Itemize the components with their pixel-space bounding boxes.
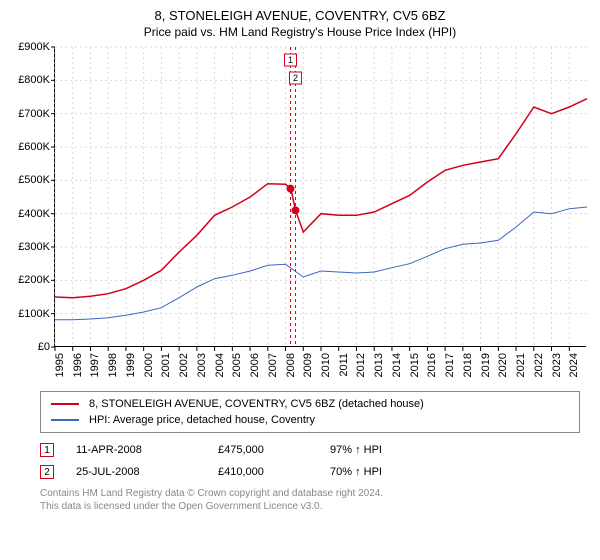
y-tick-label: £400K	[18, 208, 50, 220]
x-tick-label: 2012	[355, 353, 367, 377]
legend-row-hpi: HPI: Average price, detached house, Cove…	[51, 412, 569, 428]
x-tick-label: 1995	[54, 353, 66, 377]
x-tick-label: 2024	[568, 353, 580, 377]
y-tick-label: £500K	[18, 174, 50, 186]
x-tick-label: 2004	[214, 353, 226, 377]
x-tick-label: 2013	[373, 353, 385, 377]
transaction-row: 1 11-APR-2008 £475,000 97% ↑ HPI	[40, 439, 580, 461]
footer-line-2: This data is licensed under the Open Gov…	[40, 500, 580, 513]
chart-subtitle: Price paid vs. HM Land Registry's House …	[10, 25, 590, 39]
x-tick-label: 1996	[72, 353, 84, 377]
chart-area: £0 £100K £200K £300K £400K £500K £600K £700K £80…	[10, 47, 590, 387]
transaction-pct: 70% ↑ HPI	[330, 466, 440, 478]
y-tick-label: £900K	[18, 41, 50, 53]
x-tick-label: 2001	[160, 353, 172, 377]
transaction-date: 25-JUL-2008	[76, 466, 196, 478]
x-tick-label: 2007	[267, 353, 279, 377]
y-tick-label: £600K	[18, 141, 50, 153]
plot-svg: 12	[55, 47, 587, 347]
legend-label-property: 8, STONELEIGH AVENUE, COVENTRY, CV5 6BZ …	[89, 398, 424, 410]
transaction-marker: 2	[40, 465, 54, 479]
legend: 8, STONELEIGH AVENUE, COVENTRY, CV5 6BZ …	[40, 391, 580, 433]
svg-text:1: 1	[288, 55, 293, 65]
legend-label-hpi: HPI: Average price, detached house, Cove…	[89, 414, 315, 426]
transaction-price: £475,000	[218, 444, 308, 456]
x-tick-label: 1998	[107, 353, 119, 377]
legend-row-property: 8, STONELEIGH AVENUE, COVENTRY, CV5 6BZ …	[51, 396, 569, 412]
x-tick-label: 2005	[231, 353, 243, 377]
transactions-table: 1 11-APR-2008 £475,000 97% ↑ HPI 2 25-JUL-200…	[40, 439, 580, 483]
x-tick-label: 2003	[196, 353, 208, 377]
transaction-marker: 1	[40, 443, 54, 457]
transaction-price: £410,000	[218, 466, 308, 478]
y-tick-label: £0	[38, 341, 50, 353]
x-tick-label: 2008	[285, 353, 297, 377]
x-tick-label: 1999	[125, 353, 137, 377]
chart-container: 8, STONELEIGH AVENUE, COVENTRY, CV5 6BZ …	[0, 0, 600, 560]
y-tick-label: £100K	[18, 308, 50, 320]
x-tick-label: 2019	[480, 353, 492, 377]
legend-swatch-property	[51, 403, 79, 405]
x-tick-label: 1997	[89, 353, 101, 377]
x-tick-label: 2015	[409, 353, 421, 377]
transaction-pct: 97% ↑ HPI	[330, 444, 440, 456]
x-tick-label: 2021	[515, 353, 527, 377]
y-tick-label: £800K	[18, 74, 50, 86]
x-tick-label: 2018	[462, 353, 474, 377]
x-tick-label: 2011	[338, 353, 350, 377]
x-tick-label: 2000	[143, 353, 155, 377]
x-tick-label: 2016	[426, 353, 438, 377]
y-tick-label: £300K	[18, 241, 50, 253]
x-tick-label: 2010	[320, 353, 332, 377]
x-axis: 1995 1996 1997 1998 1999 2000 2001 2002 2003 2004…	[54, 349, 586, 389]
y-axis: £0£100K£200K£300K£400K£500K£600K£700K£80…	[10, 47, 54, 347]
x-tick-label: 2022	[533, 353, 545, 377]
footer-line-1: Contains HM Land Registry data © Crown c…	[40, 487, 580, 500]
y-tick-label: £700K	[18, 108, 50, 120]
y-tick-label: £200K	[18, 274, 50, 286]
x-tick-label: 2006	[249, 353, 261, 377]
x-tick-label: 2017	[444, 353, 456, 377]
legend-swatch-hpi	[51, 419, 79, 421]
svg-text:2: 2	[293, 73, 298, 83]
x-tick-label: 2014	[391, 353, 403, 377]
chart-title: 8, STONELEIGH AVENUE, COVENTRY, CV5 6BZ	[10, 8, 590, 23]
x-tick-label: 2002	[178, 353, 190, 377]
transaction-date: 11-APR-2008	[76, 444, 196, 456]
plot-region: 12	[54, 47, 586, 347]
x-tick-label: 2023	[551, 353, 563, 377]
x-tick-label: 2009	[302, 353, 314, 377]
x-tick-label: 2020	[497, 353, 509, 377]
transaction-row: 2 25-JUL-2008 £410,000 70% ↑ HPI	[40, 461, 580, 483]
footer: Contains HM Land Registry data © Crown c…	[40, 487, 580, 513]
